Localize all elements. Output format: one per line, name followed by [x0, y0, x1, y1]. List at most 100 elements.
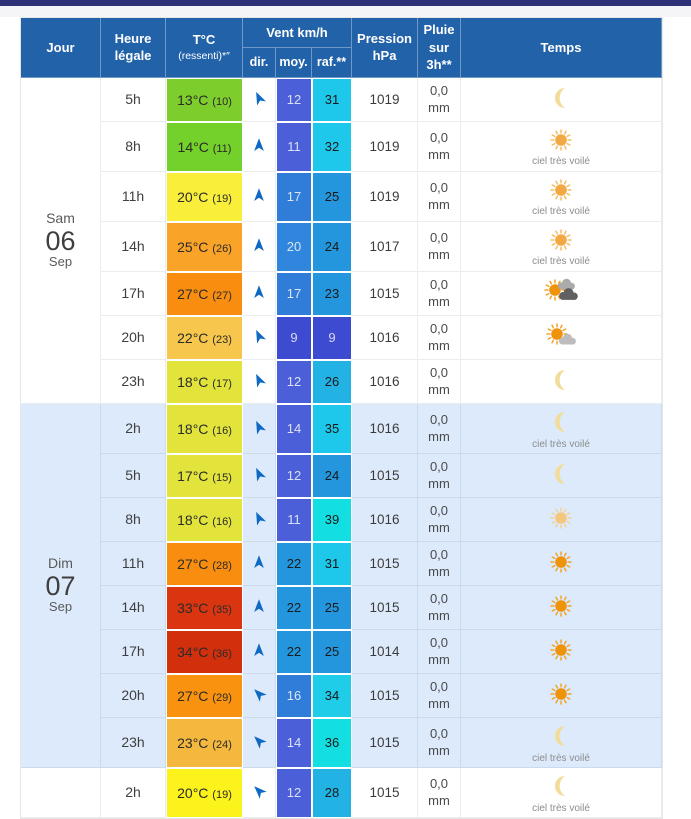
- day-number: 06: [45, 225, 76, 256]
- temperature-cell: 25°C (26): [166, 221, 243, 272]
- column-header-vent-direction: dir.: [243, 48, 276, 78]
- pressure-cell: 1015: [352, 271, 418, 316]
- wind-direction-arrow-icon: [254, 785, 267, 799]
- wind-direction-cell: [243, 453, 276, 498]
- hour-cell: 23h: [101, 717, 166, 768]
- feels-like-value: (19): [212, 192, 232, 205]
- wind-direction-arrow-icon: [256, 467, 266, 482]
- hour-cell: 20h: [101, 673, 166, 718]
- forecast-row: 20h 22°C (23) 9 9 1016 0,0 mm: [21, 315, 662, 360]
- column-header-vent: Vent km/h: [243, 18, 352, 49]
- pressure-cell: 1016: [352, 497, 418, 542]
- column-header-pluie: Pluie sur 3h**: [418, 18, 461, 78]
- column-header-jour: Jour: [21, 18, 101, 78]
- weather-symbol-cell: ciel très voilé: [461, 767, 662, 818]
- weather-symbol-cell: [461, 453, 662, 498]
- wind-direction-arrow-icon: [256, 329, 266, 344]
- sky-condition-label: ciel très voilé: [532, 438, 590, 450]
- weather-symbol-cell: [461, 673, 662, 718]
- column-header-heure-legale: Heure légale: [101, 18, 166, 78]
- wind-direction-arrow-icon: [254, 187, 264, 201]
- forecast-row: 8h 14°C (11) 11 32 1019 0,0 mm ciel très voilé: [21, 121, 662, 172]
- sun-veiled-icon: [550, 228, 572, 251]
- day-cell: [21, 767, 101, 818]
- hour-cell: 17h: [101, 629, 166, 674]
- wind-direction-cell: [243, 403, 276, 454]
- wind-average-cell: 9: [276, 315, 312, 360]
- wind-average-cell: 16: [276, 673, 312, 718]
- hour-cell: 17h: [101, 271, 166, 316]
- feels-like-value: (35): [212, 603, 232, 616]
- forecast-row: 2h 20°C (19) 12 28 1015 0,0 mm ciel très voilé: [21, 767, 662, 818]
- temperature-cell: 18°C (16): [166, 497, 243, 542]
- rain-cell: 0,0 mm: [418, 767, 461, 818]
- hour-cell: 23h: [101, 359, 166, 404]
- wind-average-cell: 12: [276, 359, 312, 404]
- wind-gust-cell: 31: [312, 541, 352, 586]
- wind-gust-cell: 24: [312, 453, 352, 498]
- wind-gust-cell: 9: [312, 315, 352, 360]
- moon-icon: [555, 369, 565, 390]
- feels-like-value: (11): [212, 142, 232, 155]
- sky-condition-label: ciel très voilé: [532, 752, 590, 764]
- wind-direction-arrow-icon: [256, 91, 266, 106]
- wind-average-cell: 12: [276, 767, 312, 818]
- rain-cell: 0,0 mm: [418, 497, 461, 542]
- wind-direction-cell: [243, 767, 276, 818]
- hour-cell: 20h: [101, 315, 166, 360]
- sky-condition-label: ciel très voilé: [532, 205, 590, 217]
- temperature-cell: 27°C (29): [166, 673, 243, 718]
- temperature-cell: 18°C (16): [166, 403, 243, 454]
- weather-symbol-cell: ciel très voilé: [461, 717, 662, 768]
- temperature-cell: 27°C (27): [166, 271, 243, 316]
- weather-symbol-cell: [461, 77, 662, 122]
- wind-direction-arrow-icon: [254, 554, 264, 568]
- weather-symbol-cell: [461, 315, 662, 360]
- day-cell: Dim 07 Sep: [21, 403, 101, 768]
- temperature-cell: 18°C (17): [166, 359, 243, 404]
- wind-average-cell: 12: [276, 453, 312, 498]
- wind-gust-cell: 35: [312, 403, 352, 454]
- pressure-cell: 1017: [352, 221, 418, 272]
- feels-like-value: (17): [212, 377, 232, 390]
- temperature-cell: 22°C (23): [166, 315, 243, 360]
- feels-like-value: (23): [212, 333, 232, 346]
- feels-like-value: (16): [212, 515, 232, 528]
- temperature-cell: 23°C (24): [166, 717, 243, 768]
- wind-direction-arrow-icon: [254, 642, 264, 656]
- rain-cell: 0,0 mm: [418, 271, 461, 316]
- wind-average-cell: 22: [276, 541, 312, 586]
- temperature-cell: 14°C (11): [166, 121, 243, 172]
- forecast-row: Dim 07 Sep 2h 18°C (16) 14 35 1016 0,0 mm ciel trè…: [21, 403, 662, 768]
- sun-cloud-icon: [546, 322, 576, 345]
- wind-direction-cell: [243, 541, 276, 586]
- rain-cell: 0,0 mm: [418, 717, 461, 768]
- wind-direction-arrow-icon: [254, 237, 264, 251]
- wind-average-cell: 17: [276, 271, 312, 316]
- temperature-cell: 17°C (15): [166, 453, 243, 498]
- temperature-header-subnote: (ressenti)*″: [178, 50, 230, 62]
- weather-symbol-cell: ciel très voilé: [461, 121, 662, 172]
- rain-cell: 0,0 mm: [418, 453, 461, 498]
- temperature-cell: 13°C (10): [166, 77, 243, 122]
- feels-like-value: (26): [212, 242, 232, 255]
- wind-gust-cell: 34: [312, 673, 352, 718]
- feels-like-value: (36): [212, 647, 232, 660]
- sun-icon: [550, 682, 572, 705]
- wind-gust-cell: 25: [312, 629, 352, 674]
- wind-direction-cell: [243, 121, 276, 172]
- pressure-cell: 1015: [352, 673, 418, 718]
- hour-cell: 14h: [101, 585, 166, 630]
- day-name: Sam: [46, 210, 75, 227]
- temperature-cell: 34°C (36): [166, 629, 243, 674]
- feels-like-value: (10): [212, 95, 232, 108]
- feels-like-value: (16): [212, 424, 232, 437]
- feels-like-value: (27): [212, 289, 232, 302]
- weather-symbol-cell: [461, 629, 662, 674]
- pressure-cell: 1019: [352, 77, 418, 122]
- sun-veiled-icon: [550, 178, 572, 201]
- wind-average-cell: 11: [276, 497, 312, 542]
- forecast-row: 17h 27°C (27) 17 23 1015 0,0 mm: [21, 271, 662, 316]
- pressure-cell: 1016: [352, 403, 418, 454]
- weather-symbol-cell: [461, 541, 662, 586]
